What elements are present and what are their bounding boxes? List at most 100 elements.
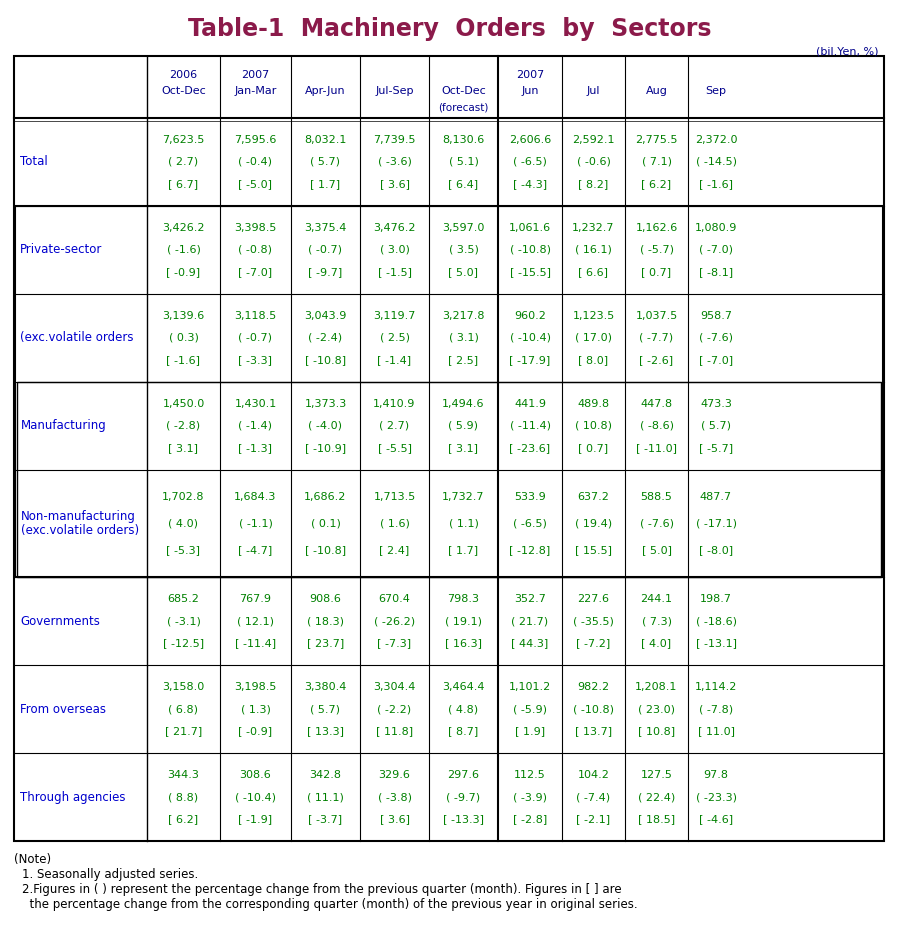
Text: ( 5.7): ( 5.7) [310, 704, 340, 715]
Text: (exc.volatile orders: (exc.volatile orders [20, 331, 133, 345]
Text: [ -1.6]: [ -1.6] [166, 355, 201, 364]
Text: 958.7: 958.7 [700, 311, 732, 321]
Text: ( 10.8): ( 10.8) [575, 421, 612, 431]
Text: [ -5.3]: [ -5.3] [166, 546, 201, 555]
Text: 533.9: 533.9 [514, 491, 546, 501]
Text: [ -5.0]: [ -5.0] [238, 179, 273, 189]
Text: 1,410.9: 1,410.9 [374, 399, 416, 408]
Text: ( -3.6): ( -3.6) [378, 157, 411, 167]
Text: ( 19.1): ( 19.1) [445, 616, 482, 626]
Text: 342.8: 342.8 [310, 770, 341, 780]
Text: 104.2: 104.2 [578, 770, 609, 780]
Text: [ -0.9]: [ -0.9] [238, 726, 273, 736]
Text: [ 16.3]: [ 16.3] [445, 639, 482, 648]
Text: 3,043.9: 3,043.9 [304, 311, 347, 321]
Text: [ -1.5]: [ -1.5] [377, 267, 411, 277]
Text: Table-1  Machinery  Orders  by  Sectors: Table-1 Machinery Orders by Sectors [188, 17, 712, 41]
Text: 3,217.8: 3,217.8 [442, 311, 485, 321]
Text: 1,162.6: 1,162.6 [635, 223, 678, 233]
Text: 960.2: 960.2 [514, 311, 546, 321]
Text: ( 1.1): ( 1.1) [448, 518, 479, 529]
Text: Jun: Jun [521, 86, 539, 96]
Text: (bil.Yen, %): (bil.Yen, %) [815, 46, 878, 56]
Text: [ -12.8]: [ -12.8] [509, 546, 551, 555]
Text: [ -9.7]: [ -9.7] [309, 267, 343, 277]
Text: 112.5: 112.5 [514, 770, 546, 780]
Text: [ 15.5]: [ 15.5] [575, 546, 612, 555]
Text: ( -6.5): ( -6.5) [513, 157, 547, 167]
Text: 2006: 2006 [169, 70, 198, 80]
Text: ( -9.7): ( -9.7) [446, 792, 481, 802]
Text: 1,684.3: 1,684.3 [234, 491, 276, 501]
Text: [ 8.7]: [ 8.7] [448, 726, 479, 736]
Text: ( -4.0): ( -4.0) [309, 421, 343, 431]
Text: 227.6: 227.6 [578, 594, 609, 604]
Text: ( 16.1): ( 16.1) [575, 245, 612, 254]
Text: ( -3.9): ( -3.9) [513, 792, 547, 802]
Text: ( -2.2): ( -2.2) [377, 704, 411, 715]
Text: ( -1.1): ( -1.1) [238, 518, 273, 529]
Bar [15, 206, 883, 577]
Text: ( 2.7): ( 2.7) [168, 157, 199, 167]
Text: 97.8: 97.8 [704, 770, 728, 780]
Text: (forecast): (forecast) [438, 102, 489, 112]
Bar [17, 382, 881, 577]
Text: ( -10.8): ( -10.8) [573, 704, 614, 715]
Text: [ -15.5]: [ -15.5] [509, 267, 551, 277]
Text: 3,198.5: 3,198.5 [234, 682, 276, 692]
Text: 798.3: 798.3 [447, 594, 480, 604]
Text: ( -23.3): ( -23.3) [696, 792, 736, 802]
Text: ( -10.4): ( -10.4) [235, 792, 276, 802]
Text: [ 13.7]: [ 13.7] [575, 726, 612, 736]
Text: 1,450.0: 1,450.0 [162, 399, 204, 408]
Text: ( -7.6): ( -7.6) [699, 332, 733, 343]
Text: 3,476.2: 3,476.2 [374, 223, 416, 233]
Text: ( -0.8): ( -0.8) [238, 245, 273, 254]
Text: ( 4.8): ( 4.8) [448, 704, 479, 715]
Text: [ -7.0]: [ -7.0] [699, 355, 734, 364]
Text: [ -17.9]: [ -17.9] [509, 355, 551, 364]
Text: [ 8.2]: [ 8.2] [579, 179, 608, 189]
Text: Private-sector: Private-sector [20, 243, 103, 256]
Text: 3,426.2: 3,426.2 [162, 223, 205, 233]
Text: ( 6.8): ( 6.8) [168, 704, 199, 715]
Text: ( -3.8): ( -3.8) [377, 792, 411, 802]
Text: ( 0.3): ( 0.3) [168, 332, 198, 343]
Text: 2,592.1: 2,592.1 [572, 135, 615, 145]
Text: 489.8: 489.8 [578, 399, 609, 408]
Text: 7,623.5: 7,623.5 [162, 135, 204, 145]
Text: [ -8.1]: [ -8.1] [699, 267, 734, 277]
Text: [ -4.7]: [ -4.7] [238, 546, 273, 555]
Text: ( 3.5): ( 3.5) [448, 245, 479, 254]
Text: ( 2.7): ( 2.7) [380, 421, 410, 431]
Text: ( 0.1): ( 0.1) [310, 518, 340, 529]
Text: ( -10.4): ( -10.4) [509, 332, 551, 343]
Text: 3,139.6: 3,139.6 [162, 311, 204, 321]
Text: [ -3.3]: [ -3.3] [238, 355, 273, 364]
Text: 297.6: 297.6 [447, 770, 480, 780]
Text: 1,702.8: 1,702.8 [162, 491, 205, 501]
Text: ( 21.7): ( 21.7) [511, 616, 549, 626]
Text: [ -1.6]: [ -1.6] [699, 179, 733, 189]
Text: ( -7.8): ( -7.8) [699, 704, 734, 715]
Text: ( -17.1): ( -17.1) [696, 518, 736, 529]
Text: [ 2.5]: [ 2.5] [448, 355, 479, 364]
Text: [ 6.7]: [ 6.7] [168, 179, 199, 189]
Text: (Note): (Note) [14, 853, 51, 866]
Text: [ -2.8]: [ -2.8] [513, 814, 547, 824]
Text: 1,101.2: 1,101.2 [508, 682, 551, 692]
Text: Jan-Mar: Jan-Mar [234, 86, 276, 96]
Text: [ -7.3]: [ -7.3] [377, 639, 411, 648]
Text: [ -2.6]: [ -2.6] [639, 355, 673, 364]
Text: 1,037.5: 1,037.5 [635, 311, 678, 321]
Text: 308.6: 308.6 [239, 770, 272, 780]
Text: ( 18.3): ( 18.3) [307, 616, 344, 626]
Text: ( -0.7): ( -0.7) [309, 245, 343, 254]
Text: 685.2: 685.2 [167, 594, 200, 604]
Text: [ -10.8]: [ -10.8] [305, 355, 346, 364]
Text: [ -8.0]: [ -8.0] [699, 546, 734, 555]
Text: Through agencies: Through agencies [20, 791, 125, 804]
Text: Jul: Jul [587, 86, 600, 96]
Text: Total: Total [20, 156, 48, 168]
Text: Jul-Sep: Jul-Sep [375, 86, 414, 96]
